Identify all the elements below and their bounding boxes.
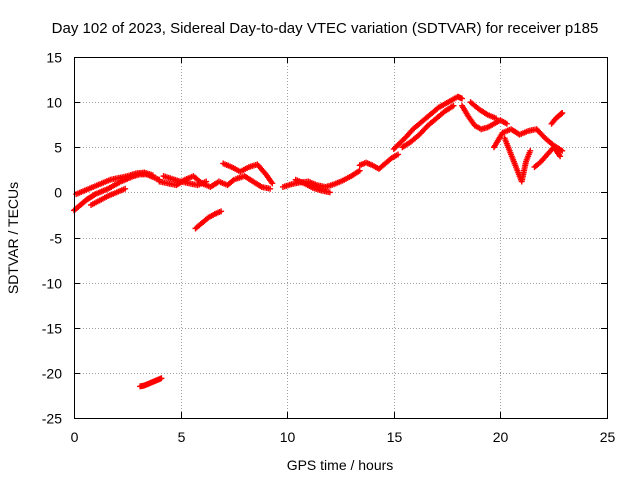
data-segment bbox=[233, 173, 274, 192]
data-segment bbox=[292, 176, 333, 196]
data-segment bbox=[160, 173, 210, 189]
data-point bbox=[149, 172, 156, 179]
data-segment bbox=[220, 160, 276, 187]
y-tick-label: 5 bbox=[54, 140, 62, 156]
data-points bbox=[71, 93, 566, 390]
chart-title: Day 102 of 2023, Sidereal Day-to-day VTE… bbox=[52, 20, 599, 37]
data-point bbox=[326, 189, 333, 196]
data-point bbox=[229, 177, 236, 184]
grid bbox=[74, 57, 607, 418]
data-segment bbox=[548, 109, 566, 127]
data-point bbox=[356, 167, 363, 174]
data-segment bbox=[88, 185, 129, 209]
y-tick-label: 0 bbox=[54, 185, 62, 201]
y-tick-label: 15 bbox=[46, 50, 62, 66]
data-segment bbox=[73, 169, 156, 198]
data-point bbox=[450, 102, 457, 109]
data-point bbox=[267, 185, 274, 192]
x-tick-label: 15 bbox=[387, 429, 403, 445]
x-axis-label: GPS time / hours bbox=[287, 457, 394, 473]
x-tick-label: 10 bbox=[280, 429, 296, 445]
data-segment bbox=[459, 102, 510, 133]
y-tick-label: -20 bbox=[42, 366, 62, 382]
x-tick-label: 0 bbox=[71, 429, 79, 445]
data-segment bbox=[279, 167, 363, 190]
data-point bbox=[459, 95, 466, 102]
data-point bbox=[395, 151, 402, 158]
data-segment bbox=[192, 208, 225, 232]
y-tick-label: -5 bbox=[50, 231, 63, 247]
data-point bbox=[218, 208, 225, 215]
x-tick-label: 5 bbox=[178, 429, 186, 445]
data-segment bbox=[399, 102, 457, 151]
data-point bbox=[493, 115, 500, 122]
data-segment bbox=[531, 144, 564, 171]
data-segment bbox=[356, 151, 402, 172]
x-tick-label: 25 bbox=[600, 429, 616, 445]
data-point bbox=[122, 185, 129, 192]
data-segment bbox=[491, 126, 566, 154]
data-point bbox=[557, 153, 564, 160]
y-tick-label: -10 bbox=[42, 276, 62, 292]
data-point bbox=[559, 109, 566, 116]
data-point bbox=[158, 375, 165, 382]
y-tick-label: -25 bbox=[42, 411, 62, 427]
y-axis-label: SDTVAR / TECUs bbox=[5, 182, 21, 294]
x-tick-label: 20 bbox=[493, 429, 509, 445]
data-point bbox=[527, 147, 534, 154]
y-tick-label: -15 bbox=[42, 321, 62, 337]
data-segment bbox=[390, 93, 466, 153]
data-point bbox=[203, 178, 210, 185]
y-tick-label: 10 bbox=[46, 95, 62, 111]
data-point bbox=[559, 147, 566, 154]
plot-frame bbox=[74, 57, 608, 419]
data-segment bbox=[467, 99, 500, 122]
data-point bbox=[503, 120, 510, 127]
data-segment bbox=[137, 375, 165, 390]
data-segment bbox=[501, 135, 534, 185]
data-point bbox=[269, 180, 276, 187]
